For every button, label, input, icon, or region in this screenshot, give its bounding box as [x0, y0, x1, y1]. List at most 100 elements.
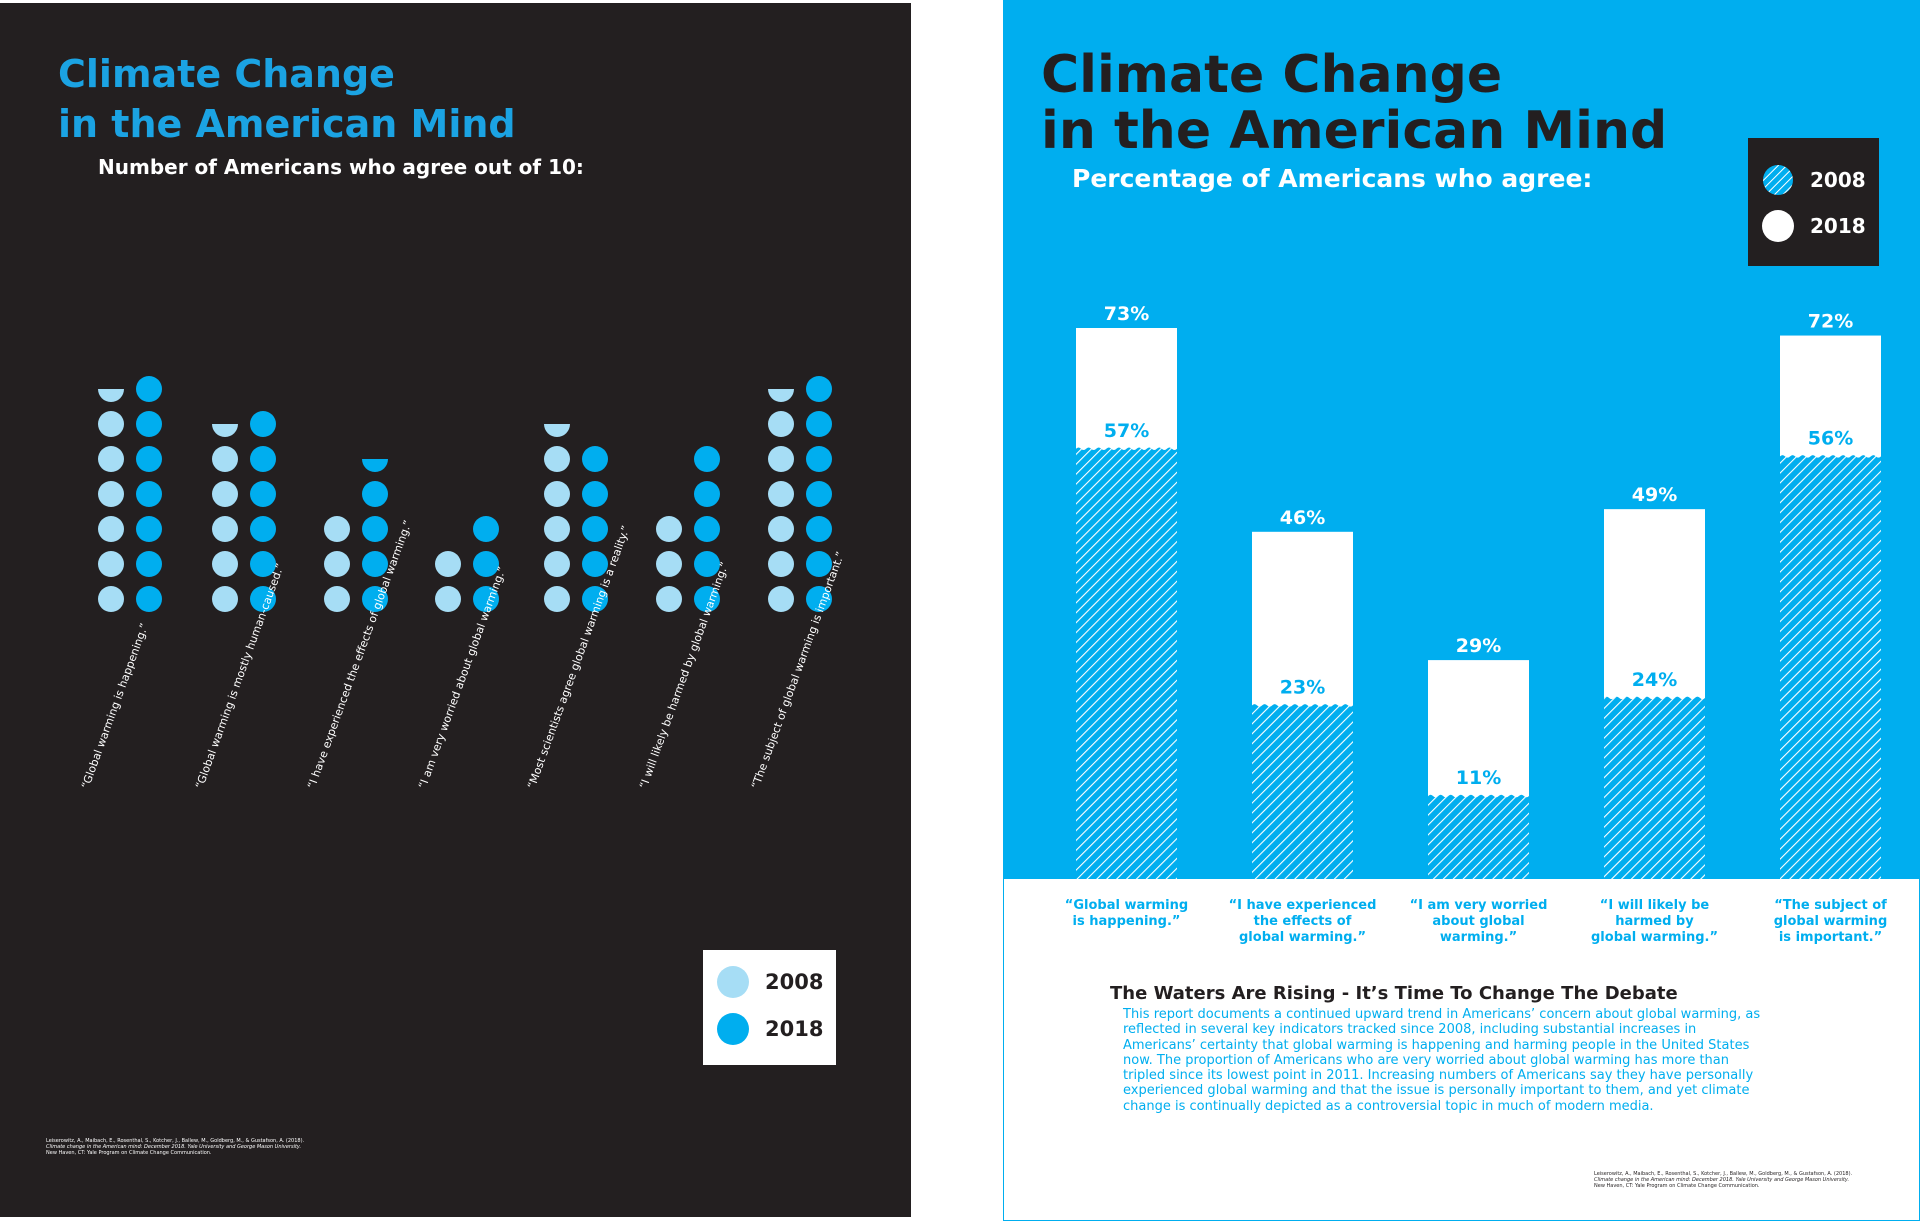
dot-2008 — [656, 586, 682, 612]
legend-label-2018: 2018 — [1810, 214, 1866, 238]
dot-2008 — [212, 481, 238, 507]
bar-2008 — [1780, 455, 1881, 879]
left-title-line1: Climate Change — [58, 52, 395, 96]
dot-2018 — [250, 481, 276, 507]
right-category-label: “I will likely be harmed by global warmi… — [1591, 898, 1718, 945]
dot-2008 — [544, 481, 570, 507]
dot-2008 — [435, 551, 461, 577]
dot-2008 — [98, 481, 124, 507]
dot-2018 — [806, 446, 832, 472]
right-citation-line1: Leiserowitz, A., Maibach, E., Rosenthal,… — [1594, 1171, 1853, 1177]
dot-2018 — [806, 376, 832, 402]
half-dot-2008 — [544, 424, 570, 437]
dot-2018 — [582, 481, 608, 507]
dot-2018 — [582, 551, 608, 577]
dot-2008 — [212, 551, 238, 577]
right-legend-item-2008: 2008 — [1762, 164, 1866, 196]
dot-2008 — [98, 586, 124, 612]
bar-label-2008: 57% — [1104, 420, 1149, 442]
dot-2018 — [136, 411, 162, 437]
dot-2018 — [806, 516, 832, 542]
dot-2008 — [98, 411, 124, 437]
bar-label-2008: 23% — [1280, 676, 1325, 698]
left-citation-line2: Climate change in the American mind: Dec… — [46, 1144, 302, 1150]
right-subtitle: Percentage of Americans who agree: — [1072, 164, 1593, 193]
dot-2008 — [98, 551, 124, 577]
left-poster: Climate Change in the American Mind Numb… — [0, 3, 911, 1217]
dot-2018 — [582, 516, 608, 542]
left-citation: Leiserowitz, A., Maibach, E., Rosenthal,… — [46, 1138, 386, 1156]
dot-2018 — [250, 586, 276, 612]
half-dot-2018 — [362, 459, 388, 472]
dot-2008 — [544, 551, 570, 577]
bar-2008 — [1604, 696, 1705, 879]
dot-2018 — [136, 446, 162, 472]
half-dot-2008 — [768, 389, 794, 402]
legend-swatch-2008-hatched — [1763, 165, 1793, 195]
half-dot-2008 — [98, 389, 124, 402]
dot-2018 — [473, 516, 499, 542]
dot-2018 — [136, 551, 162, 577]
dot-2008 — [768, 551, 794, 577]
right-poster: Climate Change in the American Mind Perc… — [1003, 0, 1920, 1221]
dot-2008 — [768, 446, 794, 472]
bar-label-2008: 56% — [1808, 427, 1853, 449]
dot-2008 — [544, 586, 570, 612]
dot-2008 — [656, 516, 682, 542]
dot-2018 — [694, 481, 720, 507]
dot-2018 — [136, 481, 162, 507]
left-legend-item-2008: 2008 — [717, 966, 823, 998]
right-legend: 2008 2018 — [1748, 138, 1879, 266]
dot-2008 — [324, 516, 350, 542]
dot-2018 — [806, 586, 832, 612]
dot-2018 — [694, 446, 720, 472]
dot-2008 — [324, 586, 350, 612]
bar-label-2008: 24% — [1632, 669, 1677, 691]
legend-label-2018: 2018 — [765, 1017, 824, 1041]
dot-2018 — [694, 516, 720, 542]
dot-2008 — [768, 516, 794, 542]
right-title-line2: in the American Mind — [1041, 101, 1668, 161]
dot-2008 — [656, 551, 682, 577]
bar-label-2018: 49% — [1632, 484, 1677, 506]
dot-2018 — [136, 376, 162, 402]
dot-2018 — [362, 551, 388, 577]
legend-swatch-2018 — [717, 1013, 749, 1045]
body-heading: The Waters Are Rising - It’s Time To Cha… — [1110, 983, 1678, 1004]
left-legend-item-2018: 2018 — [717, 1013, 823, 1045]
dot-2008 — [98, 446, 124, 472]
dot-2018 — [250, 551, 276, 577]
bar-2008 — [1252, 704, 1353, 879]
left-citation-line3: New Haven, CT: Yale Program on Climate C… — [46, 1150, 212, 1156]
dot-2018 — [473, 586, 499, 612]
bar-label-2018: 73% — [1104, 303, 1149, 325]
dot-2008 — [98, 516, 124, 542]
dot-2018 — [362, 586, 388, 612]
bar-chart: 73% 57% 46% 23% 29% 11% 49% 24% 72% 56% — [1076, 303, 1881, 879]
body-text: This report documents a continued upward… — [1123, 1007, 1761, 1114]
dot-2018 — [806, 551, 832, 577]
dot-2018 — [806, 481, 832, 507]
bar-label-2008: 11% — [1456, 767, 1501, 789]
dot-chart — [98, 376, 832, 612]
dot-2018 — [694, 551, 720, 577]
dot-2018 — [136, 586, 162, 612]
legend-label-2008: 2008 — [1810, 168, 1866, 192]
legend-swatch-2018 — [1762, 210, 1794, 242]
dot-2018 — [362, 516, 388, 542]
left-subtitle: Number of Americans who agree out of 10: — [98, 155, 584, 179]
left-title-line2: in the American Mind — [58, 102, 516, 146]
dot-2018 — [806, 411, 832, 437]
dot-2018 — [362, 481, 388, 507]
left-legend: 2008 2018 — [703, 950, 836, 1065]
right-citation-line2: Climate change in the American mind: Dec… — [1594, 1177, 1850, 1183]
dot-2018 — [582, 586, 608, 612]
right-category-label: “Global warming is happening.” — [1064, 898, 1189, 929]
dot-2008 — [544, 446, 570, 472]
bar-label-2018: 29% — [1456, 635, 1501, 657]
left-title: Climate Change in the American Mind — [58, 49, 516, 149]
dot-2018 — [250, 516, 276, 542]
right-category-label: “I have experienced the effects of globa… — [1228, 898, 1377, 945]
bar-label-2018: 46% — [1280, 507, 1325, 529]
right-citation-line3: New Haven, CT: Yale Program on Climate C… — [1594, 1183, 1760, 1189]
